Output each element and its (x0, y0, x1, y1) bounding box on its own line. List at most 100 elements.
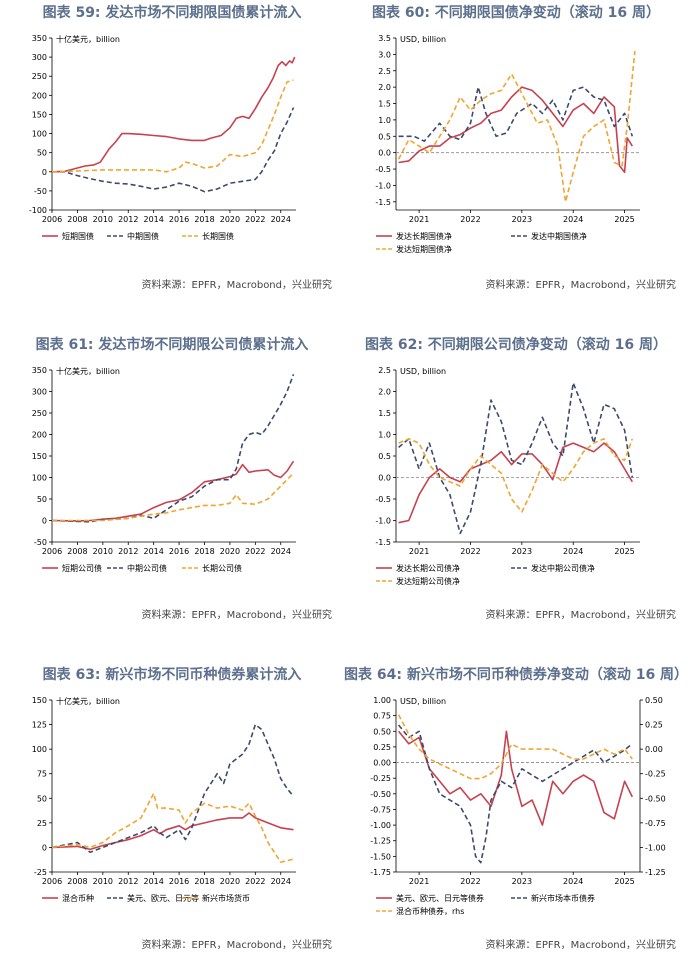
y-tick-label: 2.5 (378, 366, 391, 375)
y-tick-label: 350 (32, 366, 47, 375)
x-tick-label: 2012 (118, 215, 138, 224)
chart-svg-60: -1.5 -1.0 -0.5 0.0 0.5 1.0 1.5 2.0 2.5 3.0 3.5 2021… (375, 34, 640, 254)
legend-label: 长期公司债 (202, 563, 242, 573)
legend-label: 短期公司债 (62, 563, 102, 573)
chart-panel-60: 图表 60: 不同期限国债净变动（滚动 16 周） -1.5 -1.0 -0.5 0.… (344, 0, 688, 318)
y-tick-label: 1.5 (378, 100, 391, 109)
y-tick-label: -1.50 (370, 852, 391, 861)
series-line (51, 374, 295, 523)
source-note: 资料来源：EPFR，Macrobond，兴业研究 (485, 610, 676, 621)
y-tick-label: -0.50 (370, 790, 391, 799)
legend-label: 中期公司债 (127, 563, 167, 573)
series-line (397, 714, 633, 780)
x-tick-label: 2024 (271, 215, 291, 224)
series-line (398, 438, 634, 513)
y-tick-label: 0.5 (378, 132, 391, 141)
series-line (398, 442, 633, 524)
y-tick-label: 1.5 (378, 409, 391, 418)
y2-tick-label: -0.75 (645, 819, 666, 828)
x-tick-label: 2010 (93, 215, 113, 224)
legend-label: 发达短期国债净 (396, 244, 452, 254)
x-tick-label: 2024 (271, 547, 291, 556)
unit-label: USD, billion (400, 367, 446, 376)
y-tick-label: 50 (37, 149, 47, 158)
x-tick-label: 2016 (169, 547, 189, 556)
y-tick-label: 250 (32, 72, 47, 81)
y2-tick-label: -1.00 (645, 843, 666, 852)
y-tick-label: 1.0 (378, 431, 391, 440)
y2-tick-label: 0.00 (645, 745, 663, 754)
x-tick-label: 2014 (143, 877, 163, 886)
series-line (398, 86, 633, 174)
unit-label: 十亿美元，billion (56, 366, 120, 376)
chart-panel-61: 图表 61: 发达市场不同期限公司债累计流入 -50 0 50 100 150 200 25… (0, 332, 344, 650)
series-line (51, 812, 294, 851)
unit-label: 十亿美元，billion (56, 34, 120, 44)
x-tick-label: 2020 (220, 877, 240, 886)
series-line (397, 51, 636, 203)
chart-panel-62: 图表 62: 不同期限公司债净变动（滚动 16 周） -1.5 -1.0 -0.5 0… (344, 332, 688, 650)
y2-tick-label: -1.25 (645, 868, 666, 877)
y-tick-label: -1.0 (375, 517, 391, 526)
legend-label: 发达长期公司债净 (396, 563, 460, 573)
legend-label: 发达中期公司债净 (531, 563, 595, 573)
y-tick-label: -1.75 (370, 868, 391, 877)
x-tick-label: 2022 (245, 215, 265, 224)
y-tick-label: -0.25 (370, 774, 391, 783)
x-tick-label: 2024 (563, 215, 583, 224)
x-tick-label: 2020 (220, 547, 240, 556)
x-tick-label: 2025 (614, 215, 634, 224)
y-tick-label: -0.5 (375, 495, 391, 504)
y-tick-label: 150 (32, 110, 47, 119)
x-tick-label: 2018 (194, 215, 214, 224)
y-tick-label: 100 (32, 474, 47, 483)
y-tick-label: 125 (32, 721, 47, 730)
y2-tick-label: -0.25 (645, 770, 666, 779)
x-tick-label: 2021 (409, 877, 429, 886)
chart-svg-63: -25 0 25 50 75 100 125 150 2006 2008 2010 2012 2014 2… (32, 696, 296, 903)
x-tick-label: 2008 (67, 547, 87, 556)
series-line (397, 730, 634, 826)
chart-title: 图表 60: 不同期限国债净变动（滚动 16 周） (371, 5, 661, 21)
chart-svg-61: -50 0 50 100 150 200 250 300 350 2006 2008 2010 2012… (32, 366, 296, 573)
chart-svg-59: -100 -50 0 50 100 150 200 250 300 350 2006 2008 2010… (29, 34, 296, 241)
x-tick-label: 2016 (169, 215, 189, 224)
x-tick-label: 2014 (143, 215, 163, 224)
y-tick-label: 200 (32, 431, 47, 440)
chart-title: 图表 61: 发达市场不同期限公司债累计流入 (35, 337, 309, 353)
x-tick-label: 2022 (460, 877, 480, 886)
legend-label: 短期国债 (62, 231, 94, 241)
y-tick-label: -1.5 (375, 538, 391, 547)
y-tick-label: 0.75 (373, 712, 391, 721)
y-tick-label: 2.5 (378, 67, 391, 76)
y-tick-label: 300 (32, 388, 47, 397)
series-line (51, 723, 295, 854)
x-tick-label: 2025 (614, 547, 634, 556)
x-tick-label: 2023 (512, 215, 532, 224)
series-line (51, 792, 294, 863)
x-tick-label: 2023 (512, 547, 532, 556)
y-tick-label: 200 (32, 91, 47, 100)
x-tick-label: 2012 (118, 877, 138, 886)
x-tick-label: 2023 (512, 877, 532, 886)
legend-label: 新兴市场本币债券 (531, 893, 595, 903)
unit-label: USD, billion (400, 35, 446, 44)
legend-label: 发达中期国债净 (531, 231, 587, 241)
x-tick-label: 2006 (42, 215, 62, 224)
y-tick-label: 0 (42, 843, 47, 852)
series-line (398, 382, 634, 535)
source-note: 资料来源：EPFR，Macrobond，兴业研究 (141, 280, 332, 291)
x-tick-label: 2024 (563, 877, 583, 886)
x-tick-label: 2024 (271, 877, 291, 886)
x-tick-label: 2008 (67, 877, 87, 886)
y-tick-label: 1.0 (378, 116, 391, 125)
x-tick-label: 2018 (194, 877, 214, 886)
y-tick-label: 0.0 (378, 474, 391, 483)
unit-label: 十亿美元，billion (56, 696, 120, 706)
x-tick-label: 2006 (42, 547, 62, 556)
y-tick-label: 50 (37, 794, 47, 803)
y-tick-label: 2.0 (378, 388, 391, 397)
y-tick-label: 2.0 (378, 83, 391, 92)
y-tick-label: 250 (32, 409, 47, 418)
y-tick-label: -0.75 (370, 805, 391, 814)
